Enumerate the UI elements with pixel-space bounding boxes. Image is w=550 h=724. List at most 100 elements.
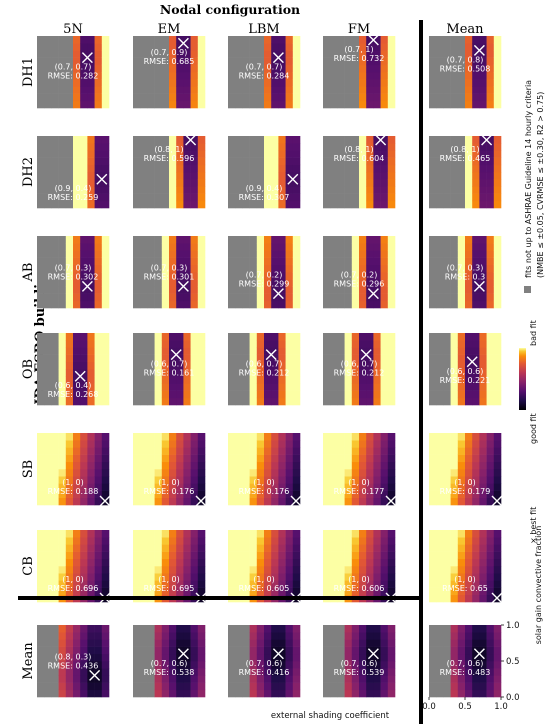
heatmap-cell	[73, 293, 81, 302]
heatmap-cell	[323, 361, 331, 370]
heatmap-cell	[450, 497, 459, 506]
heatmap-cell	[292, 646, 301, 655]
heatmap-cell	[337, 558, 345, 567]
heatmap-cell	[256, 57, 265, 66]
heatmap-cell	[197, 354, 206, 363]
legend-best-fit-label: × best fit	[529, 507, 538, 544]
heatmap-cell	[235, 461, 243, 470]
heatmap-cell	[183, 433, 191, 441]
heatmap-cell	[65, 653, 74, 662]
heatmap-cell	[429, 286, 437, 294]
heatmap-cell	[472, 72, 480, 80]
heatmap-cell	[380, 179, 389, 187]
heatmap-cell	[344, 143, 353, 151]
heatmap-cell	[249, 100, 258, 109]
heatmap-cell	[58, 661, 67, 669]
heatmap-cell	[73, 551, 81, 560]
heatmap-cell	[493, 164, 502, 173]
heatmap-cell	[147, 50, 155, 58]
heatmap-cell	[450, 279, 459, 287]
heatmap-cell	[235, 632, 243, 640]
heatmap-cell	[271, 397, 279, 406]
heatmap-cell	[337, 354, 345, 363]
heatmap-cell	[58, 490, 67, 499]
heatmap-cell	[87, 497, 95, 506]
heatmap-cell	[285, 347, 294, 355]
heatmap-cell	[147, 57, 155, 66]
heatmap-cell	[51, 675, 59, 683]
heatmap-cell	[366, 376, 374, 384]
heatmap-cell	[351, 653, 360, 662]
heatmap-cell	[197, 566, 206, 574]
heatmap-cell	[292, 668, 301, 676]
heatmap-cell	[154, 397, 163, 406]
heatmap-cell	[58, 150, 67, 158]
heatmap-cell	[351, 72, 360, 80]
heatmap-cell	[366, 544, 374, 552]
heatmap-cell	[330, 36, 338, 44]
heatmap-cell	[443, 86, 451, 94]
heatmap-cell	[242, 193, 250, 202]
heatmap-cell	[285, 397, 294, 406]
heatmap-cell	[80, 537, 88, 545]
heatmap-cell	[465, 272, 473, 280]
heatmap-cell	[264, 625, 272, 633]
heatmap-cell	[337, 150, 345, 158]
heatmap-cell	[465, 236, 473, 244]
heatmap-cell	[359, 250, 367, 258]
heatmap-cell	[351, 675, 360, 683]
heatmap-cell	[256, 440, 265, 448]
heatmap-cell	[101, 100, 110, 109]
heatmap-cell	[380, 397, 389, 406]
heatmap-cell	[479, 157, 487, 166]
heatmap-cell	[87, 300, 95, 309]
heatmap-cell	[242, 454, 250, 463]
heatmap-cell	[337, 43, 345, 51]
heatmap-cell	[359, 668, 367, 676]
heatmap-cell	[242, 497, 250, 506]
heatmap-cell	[133, 369, 141, 377]
heatmap-cell	[242, 397, 250, 406]
heatmap-cell	[359, 333, 367, 341]
heatmap-cell	[87, 383, 95, 391]
heatmap-cell	[249, 79, 258, 87]
heatmap-cell	[278, 186, 286, 194]
heatmap-cell	[323, 551, 331, 560]
heatmap-cell	[443, 625, 451, 633]
heatmap-cell	[140, 661, 148, 669]
heatmap-cell	[176, 93, 184, 102]
heatmap-cell	[387, 100, 396, 109]
best-fit-label: (0.7, 0.7)	[55, 63, 92, 72]
heatmap-cell	[323, 64, 331, 73]
heatmap-cell	[51, 639, 59, 647]
heatmap-cell	[197, 653, 206, 662]
heatmap-cell	[351, 682, 360, 691]
heatmap-cell	[351, 689, 360, 698]
heatmap-cell	[457, 433, 466, 441]
heatmap-panel: (0.7, 0.6)RMSE: 0.483	[429, 625, 502, 698]
heatmap-cell	[366, 587, 374, 596]
best-fit-label: (1, 0)	[348, 478, 370, 487]
heatmap-cell	[190, 286, 199, 294]
heatmap-cell	[87, 36, 95, 44]
heatmap-cell	[140, 476, 148, 484]
best-fit-label: (0.7, 0.7)	[246, 63, 283, 72]
heatmap-cell	[256, 639, 265, 647]
heatmap-cell	[80, 383, 88, 391]
heatmap-cell	[351, 566, 360, 574]
heatmap-cell	[330, 236, 338, 244]
heatmap-cell	[436, 86, 444, 94]
heatmap-cell	[429, 50, 437, 58]
heatmap-panel: (0.7, 0.7)RMSE: 0.284	[228, 36, 301, 109]
heatmap-cell	[65, 172, 74, 180]
heatmap-cell	[94, 476, 103, 484]
heatmap-cell	[337, 397, 345, 406]
heatmap-cell	[161, 264, 170, 273]
heatmap-cell	[271, 689, 279, 698]
heatmap-cell	[101, 376, 110, 384]
heatmap-cell	[271, 383, 279, 391]
heatmap-cell	[183, 544, 191, 552]
heatmap-cell	[479, 264, 487, 273]
heatmap-cell	[176, 164, 184, 173]
heatmap-panel: (0.7, 0.6)RMSE: 0.538	[133, 625, 206, 698]
